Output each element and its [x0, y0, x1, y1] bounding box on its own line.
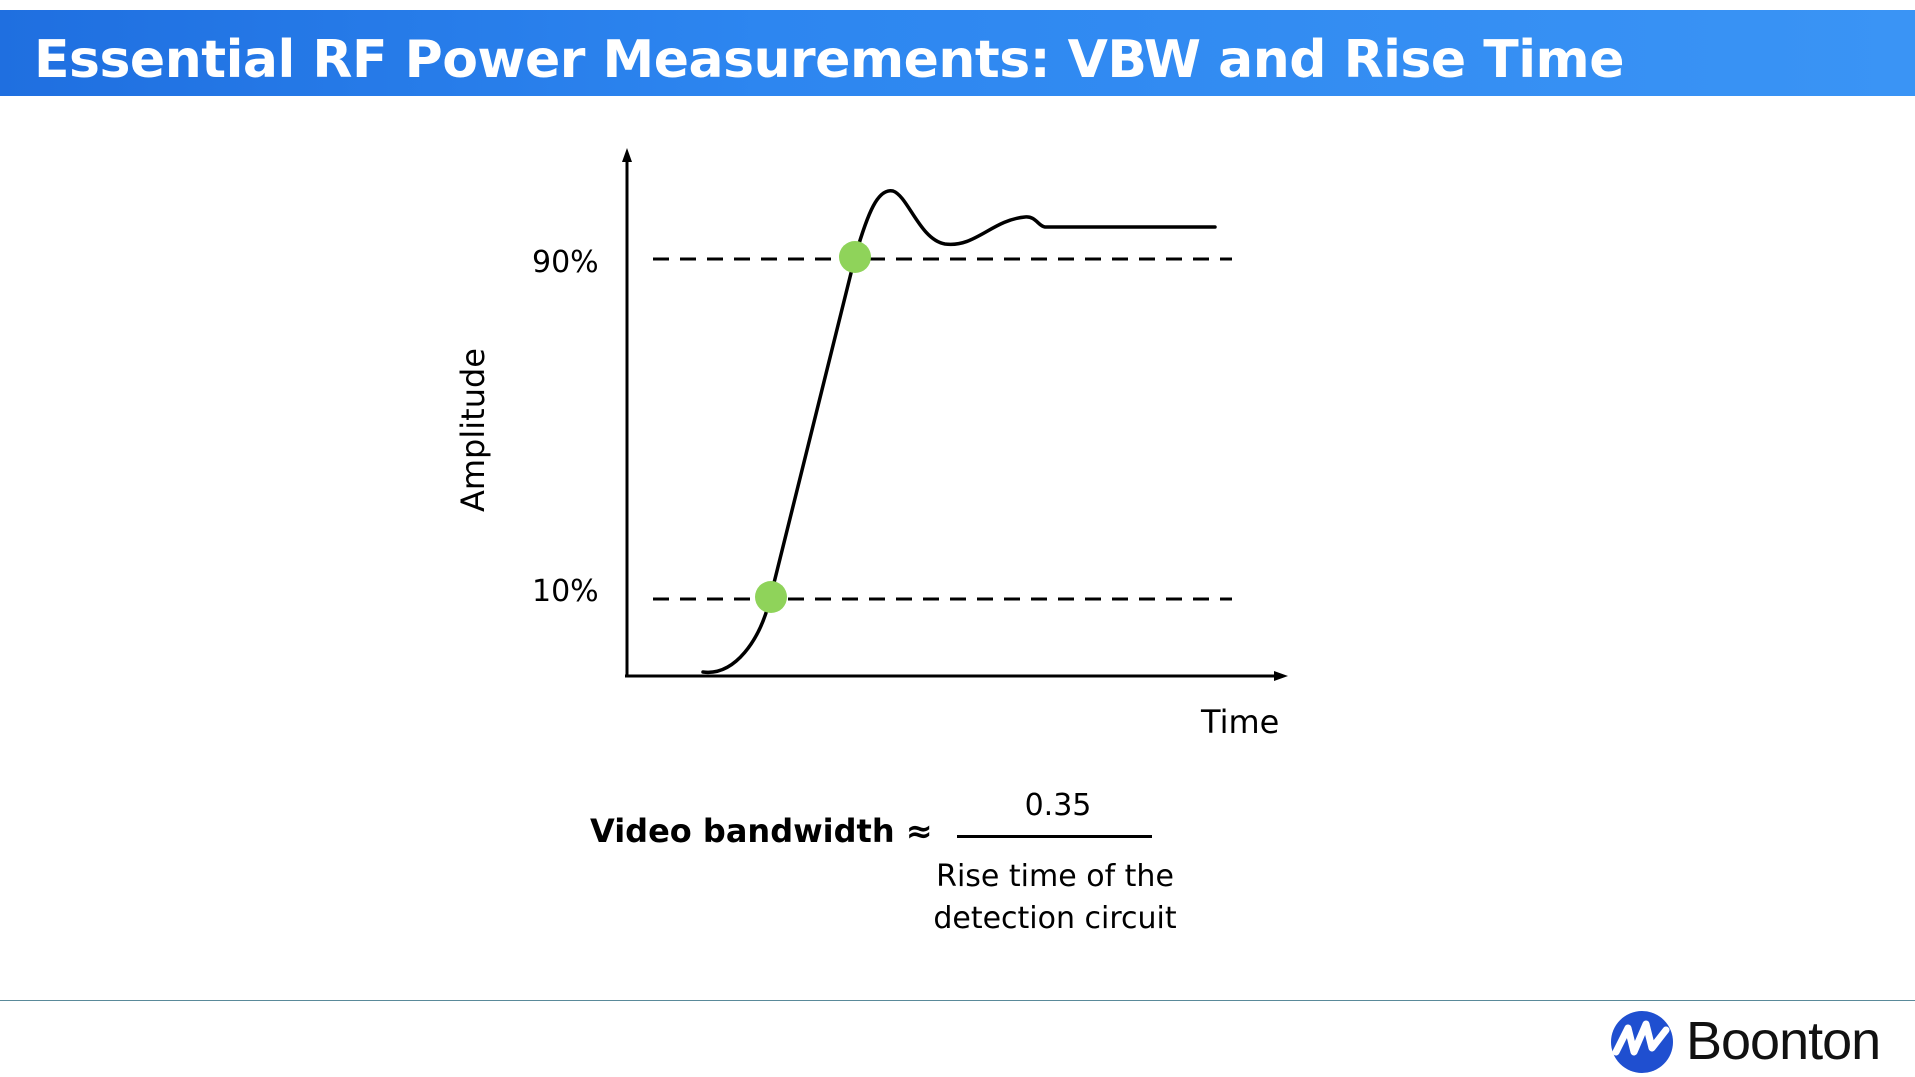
- formula-lhs: Video bandwidth ≈: [590, 812, 933, 850]
- formula-numerator: 0.35: [1024, 788, 1092, 823]
- brand-name: Boonton: [1686, 1011, 1881, 1071]
- y-axis-label: Amplitude: [454, 348, 492, 512]
- slide-title: Essential RF Power Measurements: VBW and…: [34, 30, 1625, 90]
- title-bar: Essential RF Power Measurements: VBW and…: [0, 10, 1915, 96]
- x-axis-label: Time: [1200, 703, 1279, 741]
- fraction-bar: [957, 835, 1152, 838]
- response-curve: [701, 189, 1217, 674]
- marker-10-percent: [755, 581, 787, 613]
- formula-denominator-line2: detection circuit: [933, 901, 1177, 936]
- formula-denominator: Rise time of the detection circuit: [900, 856, 1210, 940]
- marker-90-percent: [839, 241, 871, 273]
- x-axis-arrow: [1274, 671, 1288, 681]
- level-high-label: 90%: [532, 245, 599, 280]
- level-low-label: 10%: [532, 574, 599, 609]
- boonton-logo-icon: [1611, 1011, 1673, 1073]
- footer-divider: [0, 1000, 1915, 1001]
- brand: Boonton: [1608, 1008, 1908, 1074]
- formula-denominator-line1: Rise time of the: [936, 859, 1174, 894]
- rise-time-diagram: 90% 10% Amplitude Time: [454, 148, 1288, 741]
- y-axis-arrow: [622, 148, 632, 162]
